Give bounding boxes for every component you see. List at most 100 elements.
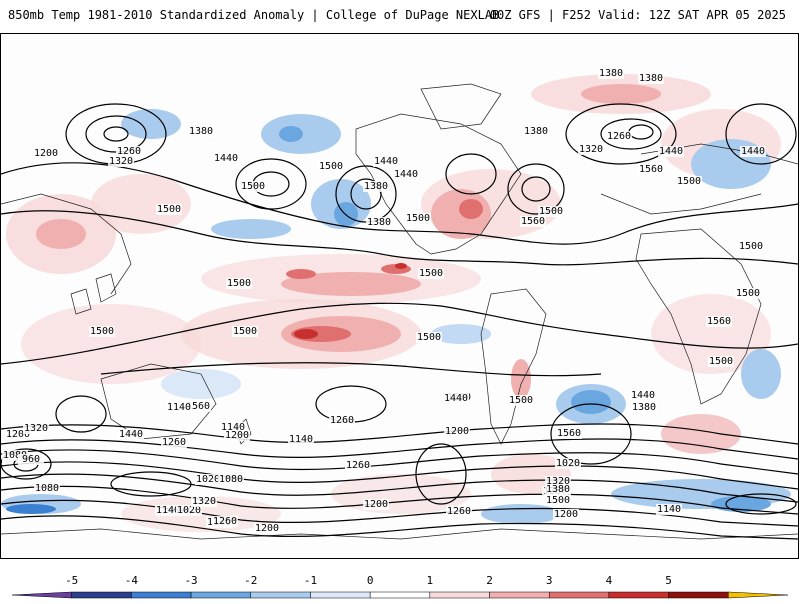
contour-label-bg <box>329 415 355 426</box>
contour-label-bg <box>444 426 470 437</box>
contour-label: 1140 <box>657 504 681 515</box>
contour-label: 1380 <box>632 402 656 413</box>
contour-label: 1500 <box>406 213 430 224</box>
contour-label: 1080 <box>3 450 27 461</box>
contour-label-bg <box>226 278 252 289</box>
contour-label: 1560 <box>557 428 581 439</box>
map-title: 850mb Temp 1981-2010 Standardized Anomal… <box>8 8 500 22</box>
colorbar-swatch <box>548 591 610 599</box>
contour-label: 1380 <box>524 126 548 137</box>
contour-label: 1260 <box>162 437 186 448</box>
anomaly-shading <box>1 74 791 532</box>
height-contours <box>1 103 798 540</box>
colorbar-swatch <box>728 591 789 599</box>
contour-label-bg <box>108 156 134 167</box>
colorbar-swatch <box>668 591 729 599</box>
contour-label-bg <box>393 169 419 180</box>
colorbar-tick-label: 0 <box>367 574 374 587</box>
colorbar-tick-label: -1 <box>304 574 317 587</box>
contour-label: 1020 <box>196 474 220 485</box>
contour-label: 1560 <box>186 401 210 412</box>
colorbar-swatch <box>11 591 72 599</box>
contour-label-bg <box>630 390 656 401</box>
map-header: 850mb Temp 1981-2010 Standardized Anomal… <box>0 0 800 30</box>
contour-label: 1560 <box>707 316 731 327</box>
contour-label: 1080 <box>35 483 59 494</box>
contour-label: 1500 <box>677 176 701 187</box>
contour-label-bg <box>288 434 314 445</box>
colorbar-tick-label: 2 <box>486 574 493 587</box>
contour-label: 1200 <box>554 509 578 520</box>
contour-label-bg <box>416 332 442 343</box>
contour-label: 1200 <box>34 148 58 159</box>
contour-label-bg <box>735 288 761 299</box>
contour-label: 1140 <box>167 402 191 413</box>
contour-label-bg <box>156 204 182 215</box>
contour-label-bg <box>443 393 469 404</box>
contour-label-bg <box>578 144 604 155</box>
colorbar-swatch <box>369 591 431 599</box>
colorbar: -5 -4 -3 -2 -1 0 1 2 3 4 5 <box>0 562 800 600</box>
contour-label-bg <box>240 181 266 192</box>
model-run-info: 00Z GFS | F252 Valid: 12Z SAT APR 05 202… <box>489 8 786 22</box>
contour-label: 1440 <box>214 153 238 164</box>
contour-label: 1440 <box>374 156 398 167</box>
contour-label: 1380 <box>599 68 623 79</box>
contour-label: 1560 <box>521 216 545 227</box>
contour-label-bg <box>220 422 246 433</box>
contour-label-bg <box>34 483 60 494</box>
colorbar-tick-label: -3 <box>184 574 197 587</box>
contour-label-bg <box>373 156 399 167</box>
contour-label-bg <box>606 131 632 142</box>
contour-label: 1500 <box>739 241 763 252</box>
contour-label: 1500 <box>417 332 441 343</box>
contour-label-bg <box>176 505 202 516</box>
contour-label: 1200 <box>445 426 469 437</box>
contour-label: 1200 <box>225 430 249 441</box>
contour-label-bg <box>118 429 144 440</box>
colorbar-tick-label: -2 <box>244 574 257 587</box>
contour-label-bg <box>212 516 238 527</box>
coastlines <box>1 83 798 540</box>
contour-label: 1320 <box>192 496 216 507</box>
contour-label: 1320 <box>546 476 570 487</box>
contour-label-bg <box>598 68 624 79</box>
contour-label-bg <box>161 437 187 448</box>
contour-label-bg <box>508 395 534 406</box>
contour-label-bg <box>166 402 192 413</box>
contour-label-bg <box>545 476 571 487</box>
contour-label: 1500 <box>539 206 563 217</box>
contour-label-bg <box>366 217 392 228</box>
contour-label: 1500 <box>319 161 343 172</box>
contour-label: 1080 <box>219 474 243 485</box>
contour-label: 1500 <box>90 326 114 337</box>
colorbar-tick-label: 1 <box>427 574 434 587</box>
contour-label: 1320 <box>579 144 603 155</box>
contour-label-bg <box>706 316 732 327</box>
contour-label: 1260 <box>330 415 354 426</box>
contour-label-bg <box>738 241 764 252</box>
contour-label: 1260 <box>346 460 370 471</box>
contour-label-bg <box>23 423 49 434</box>
contour-label: 1020 <box>177 505 201 516</box>
contour-label-bg <box>708 356 734 367</box>
contour-label-bg <box>116 146 142 157</box>
contour-label-bg <box>188 126 214 137</box>
contour-label: 1380 <box>364 181 388 192</box>
contour-labels: 1380 1380 1200 1260 1320 1380 1440 1500 1500 1440… <box>2 68 766 534</box>
contour-label-bg <box>363 499 389 510</box>
contour-label: 1500 <box>241 181 265 192</box>
contour-label-bg <box>213 153 239 164</box>
contour-label: 1260 <box>213 516 237 527</box>
contour-label: 1440 <box>444 393 468 404</box>
contour-label-bg <box>446 506 472 517</box>
contour-label: 1500 <box>157 204 181 215</box>
contour-label: 1500 <box>709 356 733 367</box>
contour-label-bg <box>555 458 581 469</box>
contour-label-bg <box>191 496 217 507</box>
contour-label-bg <box>89 326 115 337</box>
contour-label-bg <box>553 509 579 520</box>
contour-label-bg <box>363 181 389 192</box>
colorbar-swatch <box>71 591 132 599</box>
contour-label: 1500 <box>546 495 570 506</box>
